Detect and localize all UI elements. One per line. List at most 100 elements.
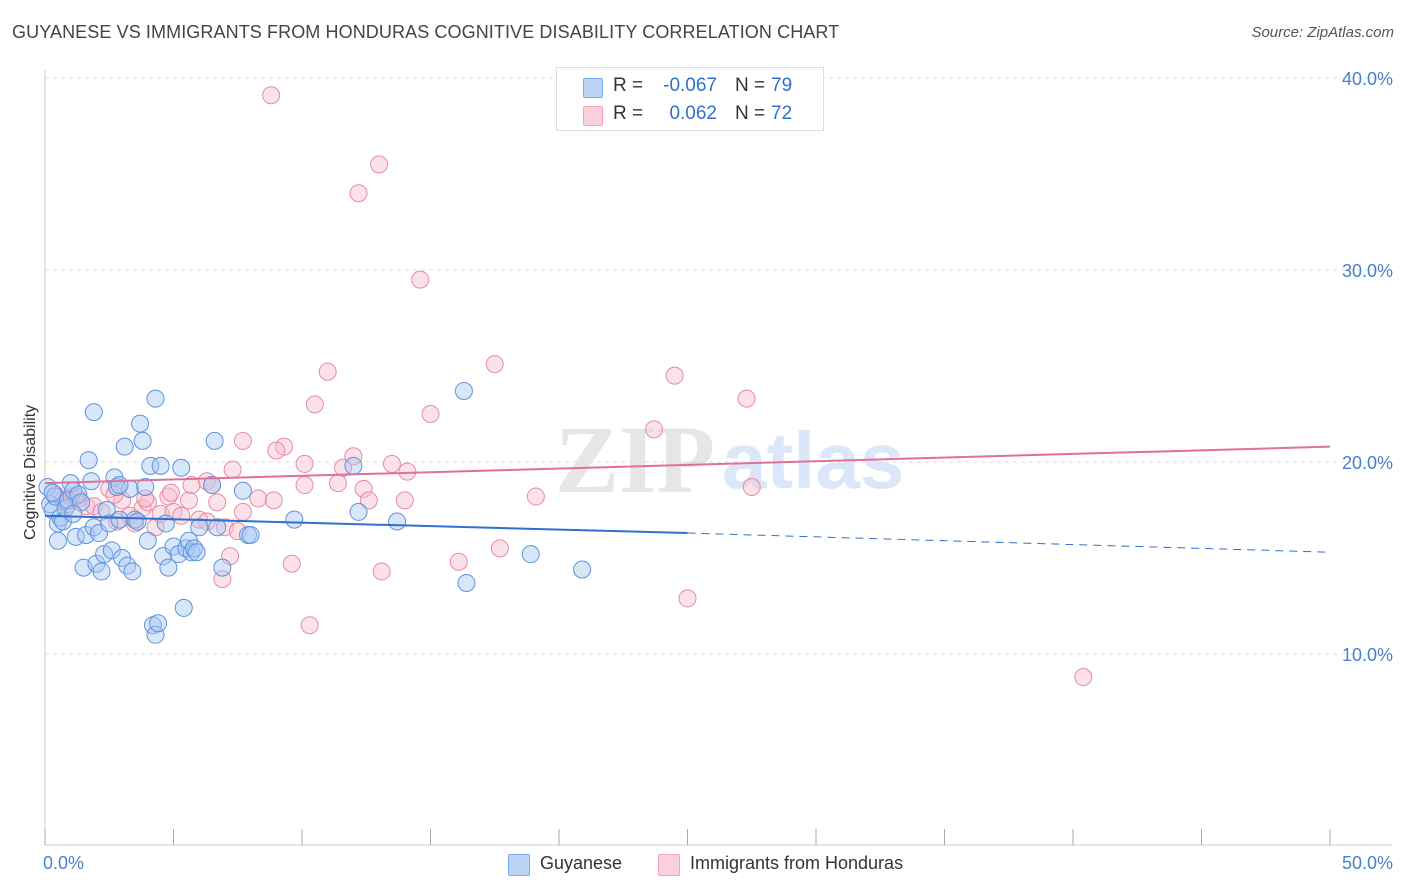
data-point-guyanese (102, 541, 121, 560)
legend-swatch-blue (508, 854, 530, 876)
data-point-honduras (267, 441, 286, 460)
series-legend: Guyanese Immigrants from Honduras (0, 852, 1406, 878)
y-axis-label: Cognitive Disability (22, 405, 39, 540)
legend-n-value: 79 (771, 75, 793, 96)
data-point-guyanese (146, 389, 165, 408)
data-point-honduras (349, 184, 368, 203)
data-point-guyanese (118, 556, 137, 575)
gridlines (45, 77, 1390, 655)
data-point-guyanese (172, 458, 191, 477)
data-point-honduras (485, 355, 504, 374)
legend-r-label: R = (613, 103, 644, 124)
data-point-honduras (182, 476, 201, 495)
data-point-guyanese (457, 573, 476, 592)
data-point-guyanese (131, 414, 150, 433)
y-tick-label: 10.0% (1342, 645, 1393, 665)
data-point-honduras (223, 460, 242, 479)
data-point-honduras (161, 483, 180, 502)
data-point-honduras (678, 589, 697, 608)
axes (44, 70, 1392, 846)
data-point-honduras (300, 616, 319, 635)
data-point-guyanese (573, 560, 592, 579)
legend-row-honduras: R = 0.062 N = 72 (557, 100, 823, 128)
data-point-honduras (737, 389, 756, 408)
data-point-honduras (490, 539, 509, 558)
data-point-honduras (359, 491, 378, 510)
legend-r-value: 0.062 (669, 103, 717, 124)
trend-lines (44, 445, 1331, 553)
data-point-guyanese (133, 431, 152, 450)
data-point-guyanese (208, 518, 227, 537)
data-point-guyanese (174, 598, 193, 617)
data-point-guyanese (146, 625, 165, 644)
data-point-guyanese (97, 501, 116, 519)
legend-row-guyanese: R = -0.067 N = 79 (557, 72, 823, 100)
source-label: Source: ZipAtlas.com (1251, 24, 1394, 41)
chart-title: GUYANESE VS IMMIGRANTS FROM HONDURAS COG… (12, 22, 840, 42)
x-tick-label: 50.0% (1342, 853, 1393, 873)
data-point-guyanese (454, 381, 473, 400)
trend-line-guyanese-extension (687, 532, 1331, 553)
legend-r-label: R = (613, 75, 644, 96)
data-point-honduras (449, 552, 468, 571)
data-point-honduras (262, 86, 281, 105)
data-point-guyanese (190, 518, 209, 537)
data-point-honduras (264, 491, 283, 510)
data-point-guyanese (128, 512, 147, 531)
data-point-guyanese (521, 545, 540, 564)
data-point-guyanese (156, 514, 175, 533)
data-point-guyanese (125, 510, 144, 529)
data-point-guyanese (110, 510, 129, 529)
data-point-guyanese (110, 476, 129, 495)
data-point-honduras (1074, 668, 1093, 687)
data-point-guyanese (233, 481, 252, 500)
legend-n-value: 72 (771, 103, 793, 124)
x-tick-label: 0.0% (43, 853, 84, 873)
data-point-guyanese (349, 502, 368, 521)
data-point-guyanese (84, 518, 103, 537)
data-point-guyanese (123, 562, 142, 581)
data-point-honduras (172, 506, 191, 525)
data-point-honduras (395, 491, 414, 510)
data-point-honduras (305, 395, 324, 414)
data-point-guyanese (64, 504, 83, 523)
data-point-honduras (179, 491, 198, 510)
data-point-honduras (665, 366, 684, 385)
data-point-guyanese (203, 476, 222, 495)
data-point-honduras (421, 405, 440, 423)
data-point-guyanese (388, 512, 407, 531)
data-point-honduras (354, 479, 373, 498)
legend-swatch-pink (658, 854, 680, 876)
watermark-zip: ZIP (555, 406, 715, 513)
data-point-guyanese (205, 431, 224, 450)
data-point-guyanese (159, 558, 178, 577)
data-point-guyanese (187, 543, 206, 562)
data-point-honduras (411, 270, 430, 289)
trend-line-honduras (44, 445, 1331, 485)
data-point-guyanese (141, 456, 160, 475)
data-point-honduras (526, 487, 545, 506)
data-point-guyanese (84, 403, 103, 422)
data-point-guyanese (151, 456, 170, 475)
data-point-guyanese (43, 483, 62, 502)
data-point-honduras (370, 155, 389, 174)
tick-labels: 10.0% 20.0% 30.0% 40.0% 0.0% 50.0% (43, 69, 1393, 873)
data-point-honduras (233, 502, 252, 521)
data-point-honduras (372, 562, 391, 581)
points-guyanese (38, 381, 592, 644)
data-point-guyanese (213, 558, 232, 577)
data-point-honduras (249, 489, 268, 508)
data-point-guyanese (92, 562, 111, 581)
legend-swatch-blue (583, 78, 603, 98)
data-point-honduras (382, 454, 401, 473)
data-point-honduras (328, 474, 347, 493)
data-point-honduras (295, 454, 314, 473)
data-point-guyanese (136, 477, 155, 496)
points-honduras (46, 86, 1093, 687)
y-tick-label: 40.0% (1342, 69, 1393, 89)
data-point-guyanese (100, 514, 119, 533)
data-point-guyanese (138, 531, 157, 550)
data-point-guyanese (344, 456, 363, 475)
data-point-guyanese (115, 437, 134, 456)
